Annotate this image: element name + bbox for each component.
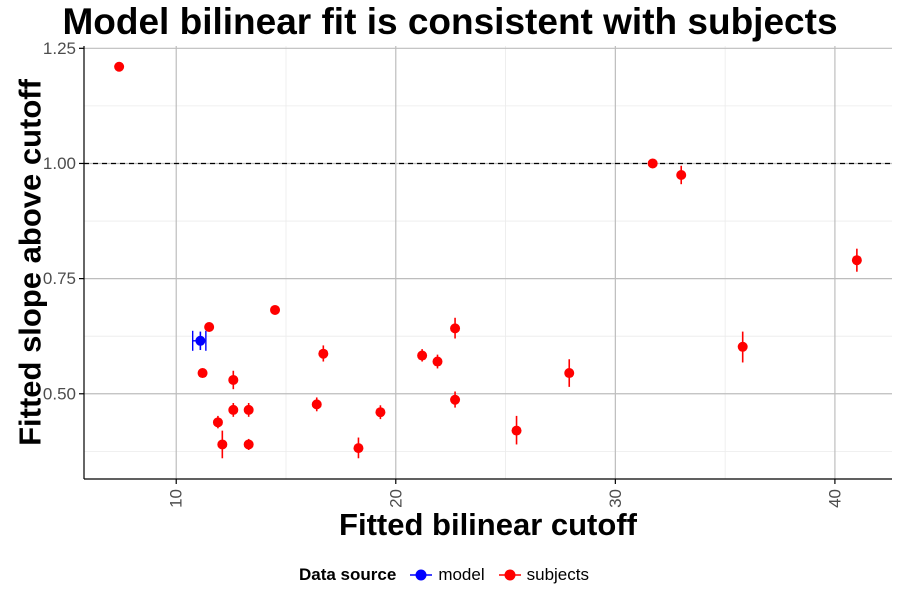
- data-point-subjects: [450, 323, 461, 334]
- x-axis-label: Fitted bilinear cutoff: [339, 507, 638, 542]
- y-axis-label: Fitted slope above cutoff: [13, 78, 48, 446]
- data-point-subjects: [270, 304, 281, 315]
- data-point-subjects: [197, 368, 208, 379]
- data-point-subjects: [243, 439, 254, 450]
- x-tick-label: 40: [825, 489, 844, 508]
- data-point-subjects: [114, 61, 125, 72]
- data-point-subjects: [647, 158, 658, 169]
- minor-gridlines: [84, 46, 892, 479]
- chart-title: Model bilinear fit is consistent with su…: [62, 1, 838, 42]
- y-tick-label: 0.75: [43, 269, 76, 288]
- data-point-subjects: [432, 356, 443, 367]
- data-point-subjects: [375, 407, 386, 418]
- legend-item-model: model: [408, 562, 485, 588]
- data-point-subjects: [353, 443, 364, 454]
- x-tick-label: 20: [386, 489, 405, 508]
- legend-key-model: [410, 569, 433, 581]
- legend: Data source model subjects: [0, 562, 900, 588]
- data-point-subjects: [676, 169, 687, 180]
- data-point-subjects: [243, 404, 254, 415]
- legend-label-subjects: subjects: [526, 565, 589, 584]
- axes: [79, 46, 892, 484]
- data-point-model: [195, 335, 206, 346]
- legend-key-subjects: [498, 569, 521, 581]
- legend-title: Data source: [298, 565, 397, 584]
- data-point-subjects: [564, 368, 575, 379]
- data-point-subjects: [450, 394, 461, 405]
- data-point-subjects: [217, 439, 228, 450]
- data-point-subjects: [511, 425, 522, 436]
- data-point-subjects: [737, 341, 748, 352]
- x-tick-label: 10: [167, 489, 186, 508]
- data-point-subjects: [228, 374, 239, 385]
- major-gridlines: [84, 46, 892, 479]
- y-tick-label: 0.50: [43, 384, 76, 403]
- error-bars: [118, 64, 858, 459]
- data-point-subjects: [417, 350, 428, 361]
- data-point-subjects: [311, 399, 322, 410]
- y-tick-label: 1.00: [43, 154, 76, 173]
- tick-labels: 10 20 30 40 0.50 0.75 1.00 1.25: [43, 39, 845, 508]
- x-tick-label: 30: [606, 489, 625, 508]
- legend-label-model: model: [438, 565, 485, 584]
- data-point-subjects: [204, 321, 215, 332]
- data-points: [114, 61, 862, 454]
- data-point-subjects: [228, 404, 239, 415]
- data-point-subjects: [851, 255, 862, 266]
- data-point-subjects: [212, 417, 223, 428]
- y-tick-label: 1.25: [43, 39, 76, 58]
- data-point-subjects: [318, 348, 329, 359]
- legend-item-subjects: subjects: [497, 562, 589, 588]
